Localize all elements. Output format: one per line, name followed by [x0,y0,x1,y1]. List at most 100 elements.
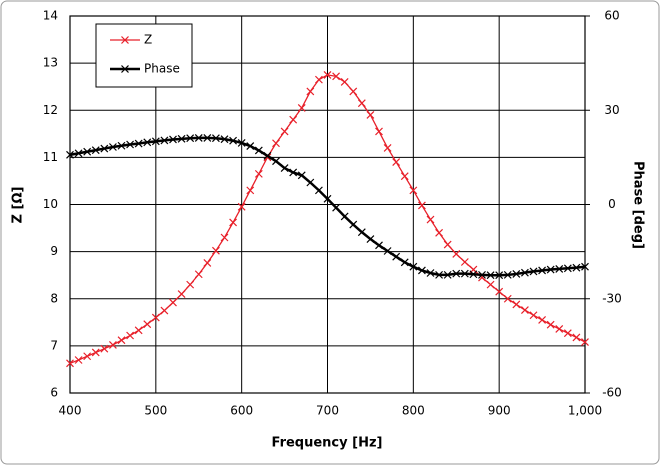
marker [314,75,323,84]
marker [366,235,375,243]
marker [581,338,589,347]
marker [194,133,203,142]
marker [563,264,572,273]
marker [520,306,529,314]
marker [66,150,74,159]
y2-axis-title: Phase [deg] [631,161,646,249]
marker [220,135,229,144]
marker [323,70,332,79]
marker [486,271,495,280]
marker [443,270,452,279]
marker [357,228,366,237]
x-axis-title: Frequency [Hz] [272,436,383,451]
marker [555,264,564,273]
marker [417,201,426,210]
marker [426,215,435,224]
marker [452,269,461,278]
marker [332,203,341,212]
marker [332,72,341,81]
marker [237,138,246,147]
y2-tick-label: -30 [602,291,622,305]
y-tick-label: 14 [43,9,58,23]
y2-tick-label: 30 [604,103,619,117]
marker [538,316,547,324]
marker [211,134,220,143]
marker [306,178,315,187]
marker [452,250,461,258]
marker [349,87,358,96]
marker [383,247,392,255]
marker [74,356,83,364]
x-tick-label: 900 [488,404,511,418]
marker [169,298,177,307]
marker [229,218,238,227]
marker [100,344,109,353]
marker [280,127,289,136]
marker [134,139,143,148]
marker [66,359,74,368]
marker [108,341,117,349]
legend-marker [121,36,129,44]
marker [74,149,83,158]
marker [100,144,109,153]
marker [340,78,349,86]
marker [117,336,126,345]
marker [143,320,152,329]
marker [469,270,478,279]
marker [409,186,418,195]
x-tick-label: 800 [402,404,425,418]
marker [203,133,212,142]
marker [563,329,572,338]
legend-marker [121,65,129,73]
y-tick-label: 8 [50,291,58,305]
marker [160,136,169,145]
marker [538,266,547,275]
y-tick-label: 13 [43,56,58,70]
marker [186,280,195,289]
marker [392,158,401,167]
marker [108,143,117,151]
legend-label: Z [144,33,152,47]
marker [503,270,512,279]
marker [117,141,126,150]
marker [392,252,401,261]
marker [169,135,177,144]
marker [83,147,92,156]
marker [272,157,280,166]
marker [211,246,220,255]
marker [409,262,418,271]
marker [229,136,238,145]
marker [306,87,315,96]
marker [297,103,306,112]
marker [263,151,272,160]
marker [572,263,581,272]
legend-label: Phase [144,62,180,76]
marker [289,115,298,124]
marker [203,259,212,267]
marker [177,290,186,298]
marker [529,311,538,320]
marker [194,270,203,279]
marker [297,171,306,180]
marker [151,137,160,146]
y2-tick-label: 60 [604,9,619,23]
y-tick-label: 7 [50,338,58,352]
marker [435,228,444,237]
marker [83,352,92,361]
y-tick-label: 6 [50,386,58,400]
x-tick-label: 600 [230,404,253,418]
plot-frame [69,15,586,394]
marker [460,269,469,278]
marker [160,306,169,315]
marker [126,140,135,149]
marker [143,138,152,147]
marker [366,111,375,119]
y-tick-label: 12 [43,103,58,117]
marker [529,267,538,276]
marker [220,233,229,242]
marker [426,269,435,277]
marker [280,164,289,172]
marker [503,294,512,303]
marker [495,271,504,280]
